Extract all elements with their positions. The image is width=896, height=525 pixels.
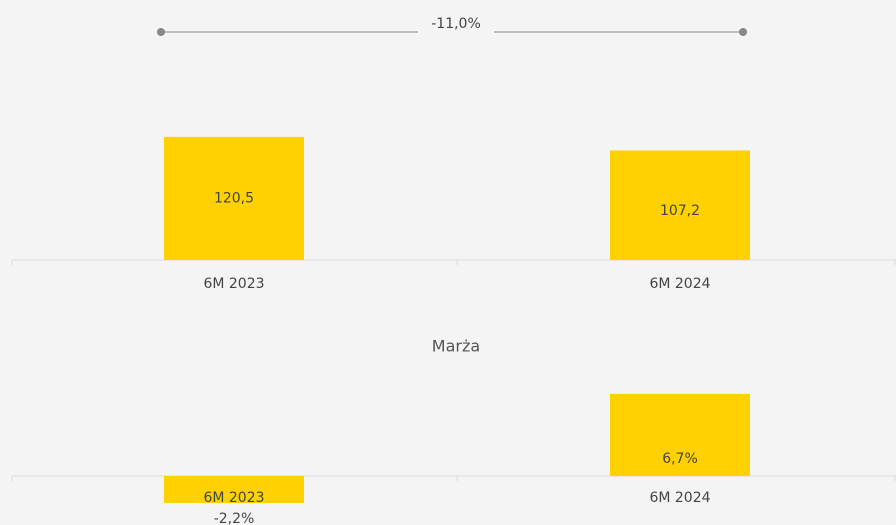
chart-title: Marża bbox=[432, 337, 480, 356]
bar bbox=[610, 150, 750, 260]
value-label: 107,2 bbox=[660, 203, 700, 219]
x-tick-label: 6M 2023 bbox=[203, 490, 264, 506]
x-tick-label: 6M 2024 bbox=[649, 276, 710, 292]
value-label: -2,2% bbox=[214, 511, 255, 525]
bar bbox=[164, 136, 304, 260]
annotation: -11,0% bbox=[431, 16, 481, 32]
value-label: 6,7% bbox=[662, 451, 698, 467]
value-label: 120,5 bbox=[214, 190, 254, 206]
bar bbox=[164, 476, 304, 503]
bracket-dot bbox=[157, 28, 165, 36]
bar bbox=[610, 393, 750, 476]
bracket bbox=[157, 28, 747, 36]
x-tick-label: 6M 2024 bbox=[649, 490, 710, 506]
x-tick-label: 6M 2023 bbox=[203, 276, 264, 292]
bracket-dot bbox=[739, 28, 747, 36]
